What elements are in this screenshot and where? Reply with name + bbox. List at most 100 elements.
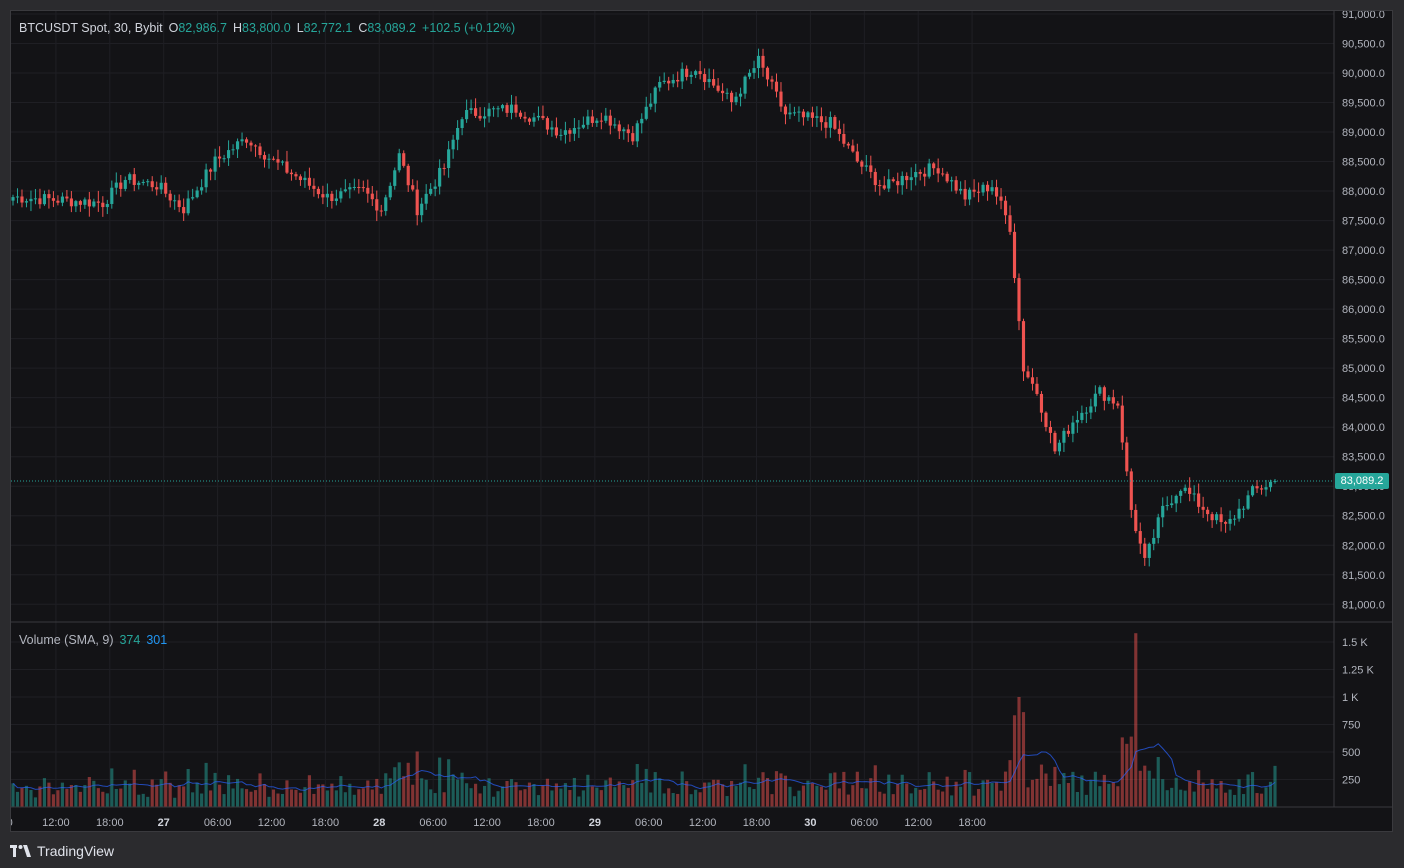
candle-body — [1174, 495, 1178, 504]
volume-bar — [1075, 791, 1079, 807]
candle-body — [29, 198, 33, 202]
volume-bar — [20, 788, 24, 807]
volume-bar — [487, 778, 491, 807]
volume-bar — [141, 793, 145, 807]
volume-bar — [235, 778, 240, 807]
volume-bar — [1003, 771, 1008, 807]
volume-bar — [1237, 779, 1241, 807]
volume-bar — [896, 784, 900, 807]
candle-body — [47, 194, 51, 199]
candle-body — [801, 111, 806, 118]
candle-body — [613, 124, 617, 126]
volume-bar — [959, 786, 963, 807]
volume-bar — [1116, 786, 1120, 807]
volume-bar — [74, 785, 78, 807]
candle-body — [541, 115, 545, 119]
candle-body — [15, 196, 20, 198]
candle-body — [146, 181, 150, 183]
volume-bar — [456, 779, 460, 807]
volume-bar — [950, 795, 954, 807]
volume-bar — [900, 774, 904, 807]
candle-body — [779, 91, 783, 107]
candle-body — [1116, 403, 1120, 406]
volume-bar — [631, 780, 635, 807]
high-label: H — [232, 21, 243, 35]
time-tick-label: 12:00 — [473, 817, 501, 829]
candle-body — [703, 74, 707, 83]
price-tick-label: 84,000.0 — [1342, 422, 1385, 434]
candle-body — [500, 105, 505, 109]
volume-bar — [271, 789, 276, 807]
open-label: O — [168, 21, 179, 35]
volume-bar — [1084, 794, 1088, 807]
candle-body — [415, 189, 419, 216]
candle-body — [932, 163, 936, 169]
candle-body — [716, 85, 720, 91]
candle-body — [478, 115, 482, 119]
volume-bar — [1161, 779, 1165, 807]
candle-body — [604, 115, 608, 121]
candle-body — [1120, 405, 1124, 443]
price-tick-label: 91,000.0 — [1342, 11, 1385, 21]
volume-bar — [954, 781, 958, 807]
volume-bar — [101, 791, 105, 807]
volume-bar — [51, 794, 55, 807]
volume-tick-label: 1.25 K — [1342, 665, 1374, 677]
volume-bar — [595, 787, 599, 807]
volume-bar — [1179, 789, 1183, 807]
volume-bar — [361, 788, 365, 807]
candle-body — [581, 124, 585, 128]
price-tick-label: 86,500.0 — [1342, 275, 1385, 287]
volume-bar — [47, 782, 51, 807]
chart-canvas[interactable]: 91,000.0 90,500.0 90,000.0 89,500.0 89,000.0… — [11, 11, 1393, 832]
symbol-title[interactable]: BTCUSDT Spot, 30, Bybit — [19, 21, 163, 35]
candle-body — [321, 194, 325, 198]
candle-body — [653, 87, 657, 104]
candle-body — [1188, 487, 1192, 494]
candle-body — [950, 180, 954, 182]
volume-bar — [756, 777, 761, 807]
candle-body — [253, 145, 258, 147]
volume-bar — [1192, 791, 1196, 807]
volume-bar — [725, 796, 729, 807]
volume-bar — [253, 790, 258, 807]
volume-title[interactable]: Volume (SMA, 9) — [19, 633, 114, 647]
tradingview-logo[interactable]: TradingView — [10, 842, 114, 860]
volume-bar — [653, 772, 657, 807]
volume-bar — [1241, 794, 1246, 807]
volume-bar — [1224, 792, 1228, 807]
candle-body — [900, 175, 904, 186]
volume-bar — [42, 778, 47, 807]
volume-bar — [873, 765, 877, 807]
volume-bar — [231, 788, 235, 807]
volume-bar — [923, 788, 927, 807]
volume-bar — [1183, 790, 1187, 807]
candle-body — [33, 198, 38, 200]
candle-body — [366, 187, 370, 194]
candle-body — [824, 122, 828, 128]
candle-body — [635, 123, 639, 142]
candle-body — [568, 130, 572, 134]
volume-bar — [1093, 771, 1097, 807]
time-tick-label: 6:00 — [11, 817, 13, 829]
time-tick-label: 28 — [373, 817, 385, 829]
candle-body — [1246, 495, 1250, 509]
volume-bar — [146, 796, 150, 807]
candle-body — [572, 127, 576, 134]
volume-bar — [770, 794, 774, 807]
change-value: +102.5 (+0.12%) — [422, 21, 516, 35]
volume-bar — [649, 792, 653, 807]
volume-bar — [882, 793, 886, 807]
volume-bar — [1026, 787, 1030, 807]
chart-frame[interactable]: 91,000.0 90,500.0 90,000.0 89,500.0 89,000.0… — [10, 10, 1393, 832]
candle-body — [1259, 488, 1264, 490]
volume-bar — [1215, 788, 1219, 807]
volume-bar — [977, 789, 981, 807]
candle-body — [1003, 200, 1008, 216]
candle-body — [65, 196, 69, 199]
candle-body — [1048, 426, 1053, 433]
candle-body — [222, 158, 226, 160]
candle-body — [694, 71, 698, 75]
candle-body — [792, 112, 797, 114]
candle-body — [550, 127, 554, 130]
